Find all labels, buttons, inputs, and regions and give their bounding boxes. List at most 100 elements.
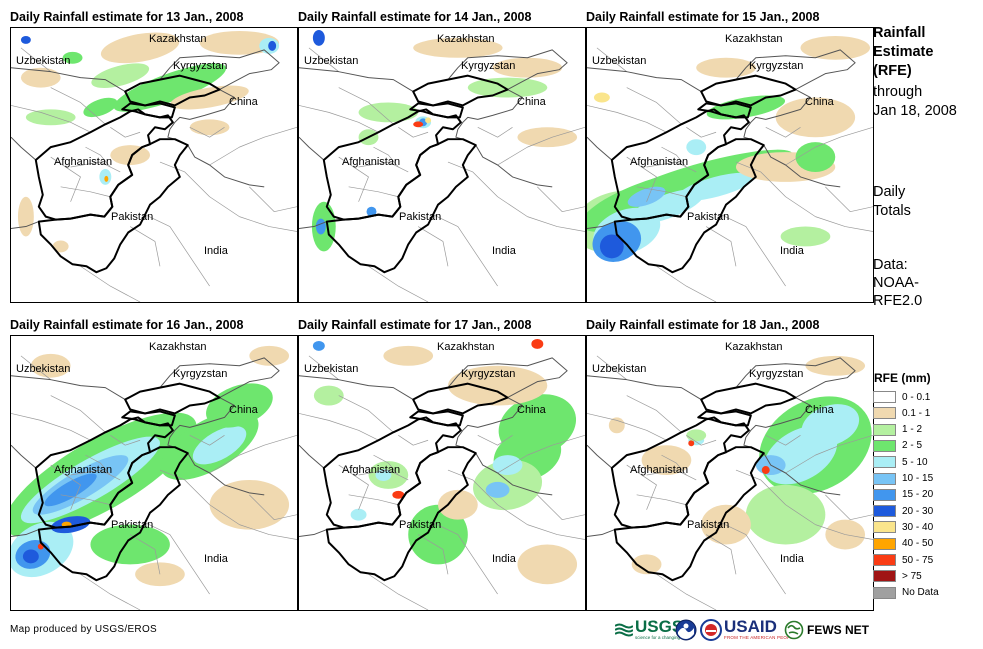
rain-area xyxy=(350,508,367,521)
province-boundary xyxy=(398,434,429,446)
rain-area xyxy=(425,117,432,124)
rain-area xyxy=(686,429,707,442)
rain-area xyxy=(20,35,31,44)
province-boundary xyxy=(626,464,657,510)
country-label-pakistan: Pakistan xyxy=(687,211,730,223)
country-border xyxy=(763,144,841,188)
rain-area xyxy=(25,109,76,126)
province-boundary xyxy=(785,434,873,474)
usaid-tagline: FROM THE AMERICAN PEOPLE xyxy=(724,635,797,640)
rain-area xyxy=(447,365,548,406)
rain-area xyxy=(413,121,424,128)
province-boundary xyxy=(646,161,697,173)
province-boundary xyxy=(129,226,161,267)
country-label-afghanistan: Afghanistan xyxy=(630,464,689,476)
province-boundary xyxy=(373,454,399,476)
globe-icon xyxy=(784,620,804,640)
country-label-uzbekistan: Uzbekistan xyxy=(592,55,647,67)
pakistan-border xyxy=(325,446,477,582)
province-boundary xyxy=(189,434,225,446)
rain-area xyxy=(113,63,227,112)
country-border xyxy=(299,221,327,230)
legend-label: No Data xyxy=(902,587,939,599)
province-boundary xyxy=(358,161,409,173)
legend-row: 1 - 2 xyxy=(873,423,922,437)
rain-area xyxy=(677,172,755,201)
country-border xyxy=(299,529,327,538)
rain-area xyxy=(780,226,831,247)
tajikistan-border xyxy=(409,410,464,427)
side-daily: Daily xyxy=(873,184,906,200)
rain-area xyxy=(531,338,544,349)
country-label-afghanistan: Afghanistan xyxy=(342,156,401,168)
country-border xyxy=(11,529,39,538)
rain-area xyxy=(627,186,666,207)
province-boundary xyxy=(417,534,449,575)
legend-swatch xyxy=(873,554,896,566)
province-boundary xyxy=(686,126,717,138)
country-label-uzbekistan: Uzbekistan xyxy=(304,55,359,67)
legend-label: 40 - 50 xyxy=(902,538,934,550)
country-label-pakistan: Pakistan xyxy=(111,519,154,531)
country-border xyxy=(587,529,615,538)
country-label-india: India xyxy=(204,553,228,565)
country-label-kyrgyzstan: Kyrgyzstan xyxy=(461,368,516,380)
legend-label: 5 - 10 xyxy=(902,456,928,468)
rain-layer xyxy=(299,338,585,610)
rain-area xyxy=(775,97,856,138)
legend-label: 1 - 2 xyxy=(902,424,923,436)
country-border xyxy=(167,89,235,140)
kyrgyzstan-border xyxy=(700,382,797,415)
rain-area xyxy=(315,218,326,235)
legend-swatch xyxy=(873,407,896,420)
rain-area xyxy=(688,440,695,447)
noaa-logo xyxy=(675,618,697,642)
side-totals: Totals xyxy=(873,203,911,219)
province-boundary xyxy=(239,524,297,540)
country-border xyxy=(475,144,553,188)
province-boundary xyxy=(587,413,667,441)
country-border xyxy=(743,89,811,140)
province-boundary xyxy=(70,469,121,481)
legend-label: > 75 xyxy=(902,570,922,582)
country-label-china: China xyxy=(805,96,834,108)
rain-area xyxy=(268,40,277,51)
country-border xyxy=(587,444,613,469)
rain-area xyxy=(795,142,836,172)
rain-area xyxy=(761,466,770,474)
rain-area xyxy=(91,63,150,88)
rain-area xyxy=(517,544,578,585)
legend-swatch xyxy=(873,586,896,599)
rainfall-map-13-jan: Kazakhstan Uzbekistan Kyrgyzstan China Afgha… xyxy=(10,27,298,303)
panel-title: Daily Rainfall estimate for 17 Jan., 200… xyxy=(298,318,532,332)
rain-area xyxy=(209,479,290,530)
province-boundary xyxy=(735,469,816,525)
rain-area xyxy=(313,385,344,406)
province-boundary xyxy=(20,47,51,72)
legend-row: 15 - 20 xyxy=(873,488,933,502)
country-label-india: India xyxy=(780,245,804,257)
country-label-india: India xyxy=(492,245,516,257)
legend-row: > 75 xyxy=(873,569,922,583)
province-boundary xyxy=(447,469,528,525)
country-border xyxy=(743,397,811,448)
rain-area xyxy=(686,139,707,156)
province-boundary xyxy=(527,216,585,232)
panel-title: Daily Rainfall estimate for 15 Jan., 200… xyxy=(586,10,820,24)
province-boundary xyxy=(646,469,697,481)
province-boundary xyxy=(825,186,873,213)
side-title-3: (RFE) xyxy=(873,63,912,79)
legend-label: 0.1 - 1 xyxy=(902,407,931,419)
rain-area xyxy=(62,51,83,64)
province-boundary xyxy=(249,494,297,521)
tajikistan-border xyxy=(697,102,752,119)
province-boundary xyxy=(815,524,873,540)
country-border xyxy=(455,397,523,448)
province-boundary xyxy=(626,395,682,433)
country-label-india: India xyxy=(780,553,804,565)
province-boundary xyxy=(50,395,106,433)
province-boundary xyxy=(656,265,717,302)
country-label-uzbekistan: Uzbekistan xyxy=(592,363,647,375)
rain-area xyxy=(90,524,170,565)
legend-swatch xyxy=(873,505,896,518)
